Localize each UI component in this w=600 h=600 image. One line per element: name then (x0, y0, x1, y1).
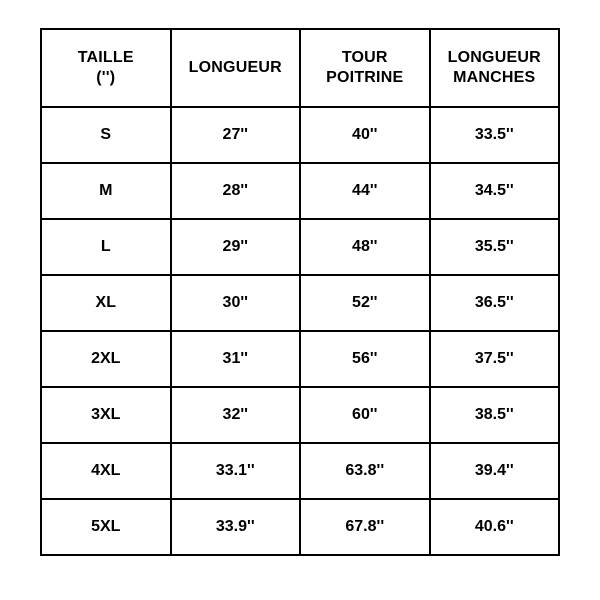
col-header-longueur-manches: LONGUEUR MANCHES (430, 29, 560, 107)
cell-taille: S (41, 107, 171, 163)
table-row: 3XL 32'' 60'' 38.5'' (41, 387, 559, 443)
col-header-text: MANCHES (431, 68, 559, 88)
cell-longueur-manches: 34.5'' (430, 163, 560, 219)
cell-taille: 3XL (41, 387, 171, 443)
table-row: 4XL 33.1'' 63.8'' 39.4'' (41, 443, 559, 499)
col-header-text: POITRINE (301, 68, 429, 88)
cell-tour-poitrine: 48'' (300, 219, 430, 275)
cell-tour-poitrine: 60'' (300, 387, 430, 443)
table-row: 2XL 31'' 56'' 37.5'' (41, 331, 559, 387)
table-row: S 27'' 40'' 33.5'' (41, 107, 559, 163)
cell-tour-poitrine: 52'' (300, 275, 430, 331)
cell-longueur: 33.1'' (171, 443, 301, 499)
cell-longueur-manches: 37.5'' (430, 331, 560, 387)
cell-longueur: 32'' (171, 387, 301, 443)
table-row: M 28'' 44'' 34.5'' (41, 163, 559, 219)
cell-longueur: 33.9'' (171, 499, 301, 555)
size-chart-table: TAILLE ('') LONGUEUR TOUR POITRINE LONGU… (40, 28, 560, 556)
col-header-text: ('') (42, 68, 170, 88)
cell-longueur-manches: 40.6'' (430, 499, 560, 555)
cell-longueur: 27'' (171, 107, 301, 163)
col-header-text: TOUR (301, 48, 429, 68)
cell-longueur: 28'' (171, 163, 301, 219)
cell-longueur-manches: 33.5'' (430, 107, 560, 163)
cell-tour-poitrine: 40'' (300, 107, 430, 163)
cell-longueur-manches: 39.4'' (430, 443, 560, 499)
col-header-taille: TAILLE ('') (41, 29, 171, 107)
size-chart-container: TAILLE ('') LONGUEUR TOUR POITRINE LONGU… (0, 0, 600, 596)
cell-tour-poitrine: 67.8'' (300, 499, 430, 555)
cell-taille: 4XL (41, 443, 171, 499)
table-header-row: TAILLE ('') LONGUEUR TOUR POITRINE LONGU… (41, 29, 559, 107)
cell-longueur: 31'' (171, 331, 301, 387)
cell-longueur-manches: 36.5'' (430, 275, 560, 331)
cell-taille: XL (41, 275, 171, 331)
cell-taille: M (41, 163, 171, 219)
table-row: XL 30'' 52'' 36.5'' (41, 275, 559, 331)
cell-taille: 5XL (41, 499, 171, 555)
cell-taille: L (41, 219, 171, 275)
cell-tour-poitrine: 56'' (300, 331, 430, 387)
cell-taille: 2XL (41, 331, 171, 387)
cell-longueur-manches: 38.5'' (430, 387, 560, 443)
col-header-tour-poitrine: TOUR POITRINE (300, 29, 430, 107)
cell-longueur: 30'' (171, 275, 301, 331)
col-header-text: LONGUEUR (431, 48, 559, 68)
cell-tour-poitrine: 63.8'' (300, 443, 430, 499)
cell-longueur: 29'' (171, 219, 301, 275)
cell-tour-poitrine: 44'' (300, 163, 430, 219)
col-header-longueur: LONGUEUR (171, 29, 301, 107)
table-row: L 29'' 48'' 35.5'' (41, 219, 559, 275)
table-body: S 27'' 40'' 33.5'' M 28'' 44'' 34.5'' L … (41, 107, 559, 555)
col-header-text: LONGUEUR (172, 58, 300, 78)
table-row: 5XL 33.9'' 67.8'' 40.6'' (41, 499, 559, 555)
cell-longueur-manches: 35.5'' (430, 219, 560, 275)
col-header-text: TAILLE (42, 48, 170, 68)
